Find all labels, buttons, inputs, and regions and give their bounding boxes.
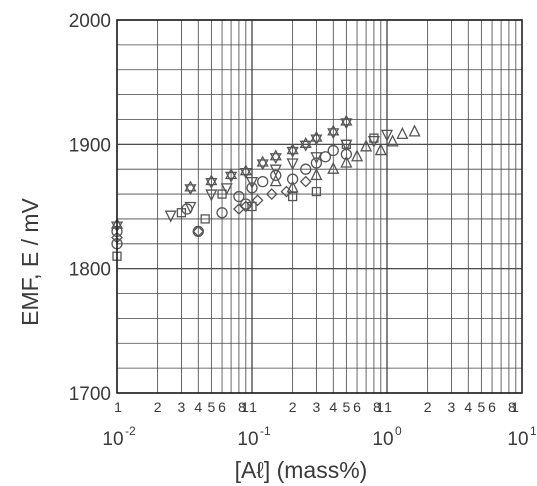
x-minor-tick-label: 2 <box>289 399 297 415</box>
x-minor-tick-label: 4 <box>329 399 337 415</box>
x-major-tick-base: 10 <box>237 429 258 450</box>
x-major-tick-exponent: 1 <box>530 424 537 438</box>
square-marker <box>341 139 352 149</box>
x-minor-tick-label: 5 <box>207 399 215 415</box>
star-marker <box>310 130 323 146</box>
x-major-tick-exponent: -1 <box>260 424 271 438</box>
diamond-marker <box>239 200 252 213</box>
x-major-tick-exponent: 0 <box>395 424 402 438</box>
circle-marker <box>233 190 245 203</box>
y-axis-label: EMF, E / mV <box>17 197 43 325</box>
star-marker <box>286 143 299 158</box>
y-tick-label: 1900 <box>69 135 111 156</box>
x-minor-tick-label: 3 <box>313 399 321 415</box>
circle-marker <box>300 163 312 175</box>
square-marker <box>176 208 187 218</box>
square-marker <box>200 214 210 224</box>
triangle-marker <box>360 139 373 152</box>
triangle-marker <box>396 126 409 140</box>
x-minor-tick-label: 1 <box>241 399 249 415</box>
x-minor-tick-label: 8 <box>373 399 381 415</box>
circle-marker <box>270 169 282 182</box>
y-tick-label: 1800 <box>69 260 111 281</box>
star-marker <box>340 114 353 130</box>
circle-marker <box>257 175 269 188</box>
star-marker <box>205 174 218 189</box>
triangle-marker <box>340 155 353 168</box>
x-major-tick-base: 10 <box>102 429 123 450</box>
x-minor-tick-label: 1 <box>384 399 392 415</box>
circle-marker <box>286 173 299 185</box>
square-marker <box>247 201 257 212</box>
star-marker <box>269 149 282 165</box>
y-tick-label: 2000 <box>69 11 111 32</box>
x-minor-tick-label: 6 <box>488 399 496 415</box>
triangle-marker <box>408 124 421 137</box>
star-marker <box>239 164 252 180</box>
inverted-triangle-marker <box>245 176 259 190</box>
star-marker <box>224 168 238 183</box>
x-minor-tick-label: 8 <box>508 399 516 415</box>
square-marker <box>311 186 322 197</box>
grid <box>116 19 522 394</box>
inverted-triangle-marker <box>286 158 299 171</box>
x-minor-tick-label: 8 <box>238 399 246 415</box>
circle-marker <box>327 144 339 157</box>
inverted-triangle-marker <box>269 164 282 177</box>
inverted-triangle-marker <box>220 183 233 196</box>
x-minor-tick-label: 1 <box>249 399 257 415</box>
x-axis-label: [Aℓ] (mass%) <box>235 457 368 483</box>
triangle-marker <box>374 143 387 156</box>
x-minor-tick-label: 4 <box>464 399 472 415</box>
x-minor-tick-label: 5 <box>342 399 350 415</box>
x-minor-tick-label: 2 <box>424 399 432 415</box>
star-marker <box>327 124 340 140</box>
x-minor-tick-label: 4 <box>194 399 202 415</box>
y-tick-labels: 1700 1800 1900 2000 <box>69 11 111 405</box>
x-major-tick-base: 10 <box>372 429 393 450</box>
diamond-marker <box>192 225 205 238</box>
star-marker <box>256 155 269 171</box>
x-minor-tick-label: 6 <box>218 399 226 415</box>
x-minor-tick-label: 5 <box>477 399 485 415</box>
inverted-triangle-marker <box>310 152 323 165</box>
x-minor-tick-label: 1 <box>376 399 384 415</box>
circle-marker <box>246 182 258 194</box>
x-major-tick-exponent: -2 <box>125 424 136 438</box>
inverted-triangle-marker <box>380 129 394 142</box>
inverted-triangle-marker <box>184 201 197 214</box>
data-marks <box>110 114 421 261</box>
triangle-marker <box>386 134 399 147</box>
x-minor-tick-label: 2 <box>154 399 162 415</box>
inverted-triangle-marker <box>205 189 218 202</box>
square-marker <box>369 133 379 143</box>
star-marker <box>299 136 312 152</box>
x-minor-tick-label: 3 <box>178 399 186 415</box>
diamond-marker <box>299 175 312 188</box>
x-minor-tick-label: 6 <box>353 399 361 415</box>
square-marker <box>217 189 227 199</box>
circle-marker <box>240 198 252 210</box>
square-marker <box>287 191 298 202</box>
plot-frame <box>116 19 523 394</box>
inverted-triangle-marker <box>164 210 177 223</box>
triangle-marker <box>269 174 282 187</box>
x-minor-tick-label: 1 <box>114 399 122 415</box>
triangle-marker <box>327 161 340 174</box>
diamond-marker <box>280 185 293 198</box>
x-major-tick-base: 10 <box>507 429 528 450</box>
triangle-marker <box>286 180 299 193</box>
circle-marker <box>216 207 228 219</box>
triangle-marker <box>350 149 364 162</box>
circle-marker <box>319 151 332 163</box>
diamond-marker <box>251 194 264 207</box>
y-tick-label: 1700 <box>69 384 111 405</box>
star-marker <box>184 180 197 196</box>
x-minor-tick-label: 1 <box>511 399 519 415</box>
x-minor-tick-label: 3 <box>448 399 456 415</box>
triangle-marker <box>310 167 323 181</box>
diamond-marker <box>265 188 278 200</box>
